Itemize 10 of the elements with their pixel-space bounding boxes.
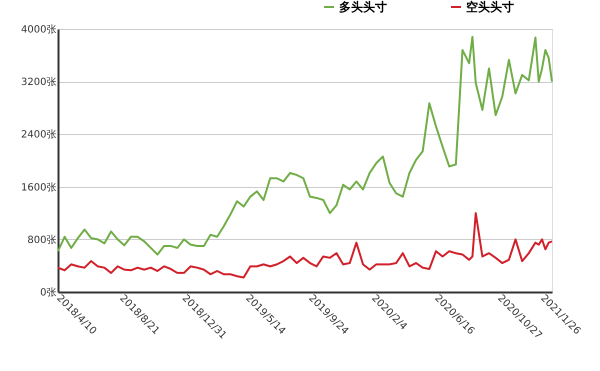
line-series xyxy=(57,36,553,256)
y-tick-label: 3200张 xyxy=(21,76,56,88)
y-tick-label: 4000张 xyxy=(21,24,56,36)
legend-label: 空头头寸 xyxy=(466,0,514,14)
y-tick-label: 2400张 xyxy=(21,128,56,141)
y-tick-label: 0张 xyxy=(40,286,56,298)
y-tick-label: 800张 xyxy=(27,234,56,246)
y-tick-label: 1600张 xyxy=(21,181,56,194)
line-series xyxy=(57,212,553,279)
legend-label: 多头头寸 xyxy=(339,0,387,14)
